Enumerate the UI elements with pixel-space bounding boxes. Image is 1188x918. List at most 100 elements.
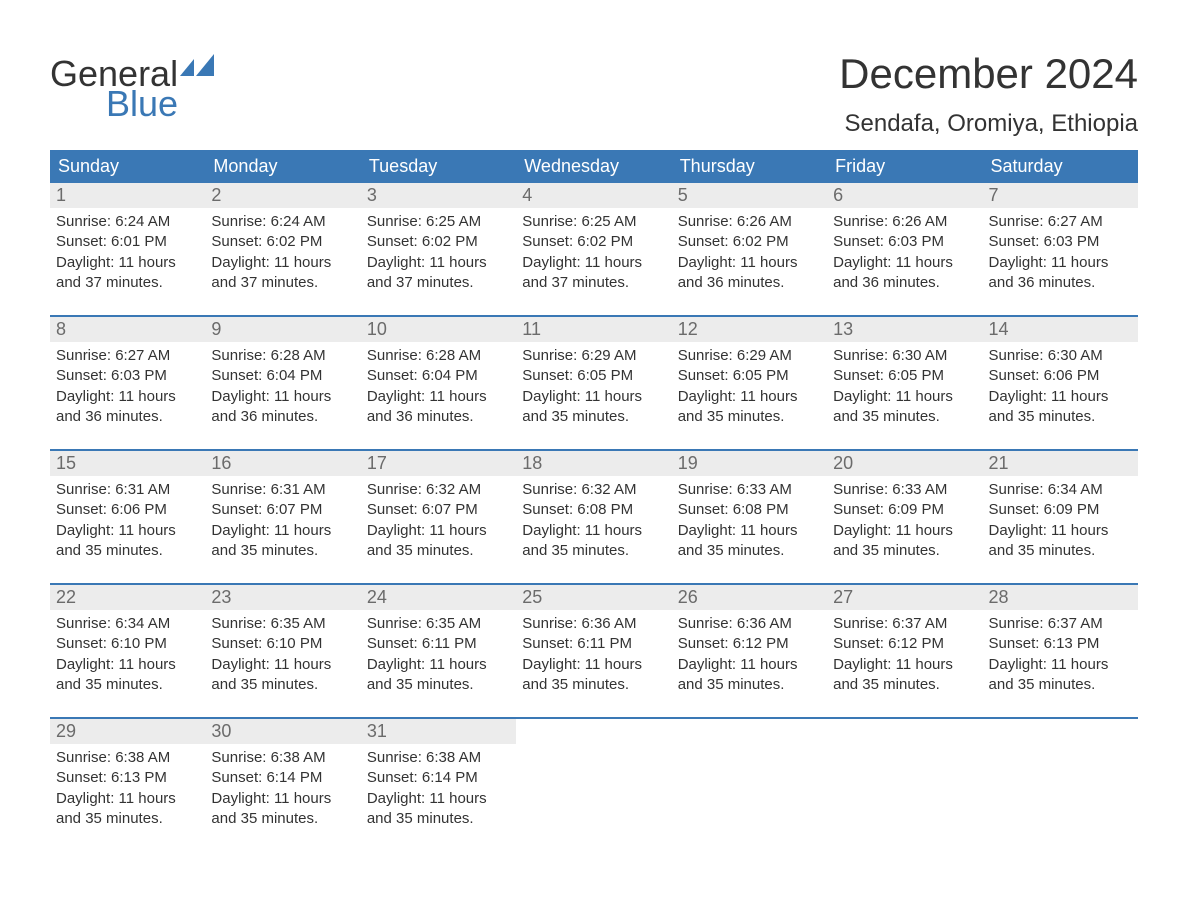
day-body: Sunrise: 6:36 AMSunset: 6:11 PMDaylight:…: [516, 614, 671, 695]
location: Sendafa, Oromiya, Ethiopia: [839, 110, 1138, 138]
sunset-line: Sunset: 6:10 PM: [56, 634, 199, 654]
day-body: Sunrise: 6:34 AMSunset: 6:10 PMDaylight:…: [50, 614, 205, 695]
day-body: Sunrise: 6:28 AMSunset: 6:04 PMDaylight:…: [205, 346, 360, 427]
daylight-line: Daylight: 11 hours and 36 minutes.: [678, 253, 821, 294]
day-cell: 4Sunrise: 6:25 AMSunset: 6:02 PMDaylight…: [516, 183, 671, 315]
daylight-line: Daylight: 11 hours and 37 minutes.: [367, 253, 510, 294]
day-cell: 24Sunrise: 6:35 AMSunset: 6:11 PMDayligh…: [361, 585, 516, 717]
sunset-line: Sunset: 6:11 PM: [367, 634, 510, 654]
week-row: 22Sunrise: 6:34 AMSunset: 6:10 PMDayligh…: [50, 583, 1138, 717]
daylight-line: Daylight: 11 hours and 35 minutes.: [833, 387, 976, 428]
sunset-line: Sunset: 6:12 PM: [833, 634, 976, 654]
day-body: Sunrise: 6:32 AMSunset: 6:07 PMDaylight:…: [361, 480, 516, 561]
month-title: December 2024: [839, 20, 1138, 98]
day-cell: [672, 719, 827, 851]
sunrise-line: Sunrise: 6:32 AM: [367, 480, 510, 500]
day-body: Sunrise: 6:35 AMSunset: 6:11 PMDaylight:…: [361, 614, 516, 695]
sunset-line: Sunset: 6:06 PM: [989, 366, 1132, 386]
day-body: Sunrise: 6:26 AMSunset: 6:03 PMDaylight:…: [827, 212, 982, 293]
sunrise-line: Sunrise: 6:36 AM: [522, 614, 665, 634]
sunset-line: Sunset: 6:07 PM: [211, 500, 354, 520]
sunrise-line: Sunrise: 6:25 AM: [522, 212, 665, 232]
day-number: 23: [205, 585, 360, 610]
daylight-line: Daylight: 11 hours and 35 minutes.: [211, 521, 354, 562]
daylight-line: Daylight: 11 hours and 36 minutes.: [367, 387, 510, 428]
daylight-line: Daylight: 11 hours and 37 minutes.: [56, 253, 199, 294]
day-body: Sunrise: 6:38 AMSunset: 6:13 PMDaylight:…: [50, 748, 205, 829]
day-cell: 15Sunrise: 6:31 AMSunset: 6:06 PMDayligh…: [50, 451, 205, 583]
day-cell: 8Sunrise: 6:27 AMSunset: 6:03 PMDaylight…: [50, 317, 205, 449]
day-number: 21: [983, 451, 1138, 476]
day-number: 4: [516, 183, 671, 208]
sunset-line: Sunset: 6:14 PM: [211, 768, 354, 788]
day-number: 7: [983, 183, 1138, 208]
daylight-line: Daylight: 11 hours and 35 minutes.: [678, 521, 821, 562]
sunset-line: Sunset: 6:05 PM: [678, 366, 821, 386]
sunset-line: Sunset: 6:09 PM: [989, 500, 1132, 520]
day-cell: 11Sunrise: 6:29 AMSunset: 6:05 PMDayligh…: [516, 317, 671, 449]
dow-friday: Friday: [827, 150, 982, 183]
day-number: 12: [672, 317, 827, 342]
day-body: Sunrise: 6:30 AMSunset: 6:06 PMDaylight:…: [983, 346, 1138, 427]
sunrise-line: Sunrise: 6:30 AM: [989, 346, 1132, 366]
sunset-line: Sunset: 6:13 PM: [56, 768, 199, 788]
daylight-line: Daylight: 11 hours and 36 minutes.: [833, 253, 976, 294]
sunset-line: Sunset: 6:03 PM: [833, 232, 976, 252]
day-cell: 21 Sunrise: 6:34 AMSunset: 6:09 PMDayligh…: [983, 451, 1138, 583]
sunrise-line: Sunrise: 6:33 AM: [833, 480, 976, 500]
sunrise-line: Sunrise: 6:25 AM: [367, 212, 510, 232]
day-body: Sunrise: 6:33 AMSunset: 6:09 PMDaylight:…: [827, 480, 982, 561]
day-number: 9: [205, 317, 360, 342]
day-body: Sunrise: 6:29 AMSunset: 6:05 PMDaylight:…: [672, 346, 827, 427]
sunrise-line: Sunrise: 6:24 AM: [211, 212, 354, 232]
day-body: Sunrise: 6:33 AMSunset: 6:08 PMDaylight:…: [672, 480, 827, 561]
sunrise-line: Sunrise: 6:29 AM: [522, 346, 665, 366]
sunrise-line: Sunrise: 6:26 AM: [678, 212, 821, 232]
day-cell: 25Sunrise: 6:36 AMSunset: 6:11 PMDayligh…: [516, 585, 671, 717]
day-number: 27: [827, 585, 982, 610]
day-body: Sunrise: 6:34 AMSunset: 6:09 PMDaylight:…: [983, 480, 1138, 561]
day-cell: 30 Sunrise: 6:38 AMSunset: 6:14 PMDayligh…: [205, 719, 360, 851]
day-cell: 6Sunrise: 6:26 AMSunset: 6:03 PMDaylight…: [827, 183, 982, 315]
day-number: 30: [205, 719, 360, 744]
sunset-line: Sunset: 6:05 PM: [522, 366, 665, 386]
sunrise-line: Sunrise: 6:31 AM: [211, 480, 354, 500]
daylight-line: Daylight: 11 hours and 35 minutes.: [989, 521, 1132, 562]
day-body: Sunrise: 6:24 AMSunset: 6:02 PMDaylight:…: [205, 212, 360, 293]
dow-header: Sunday Monday Tuesday Wednesday Thursday…: [50, 150, 1138, 183]
daylight-line: Daylight: 11 hours and 35 minutes.: [367, 655, 510, 696]
day-body: Sunrise: 6:37 AMSunset: 6:12 PMDaylight:…: [827, 614, 982, 695]
dow-wednesday: Wednesday: [516, 150, 671, 183]
day-number: 11: [516, 317, 671, 342]
sunset-line: Sunset: 6:05 PM: [833, 366, 976, 386]
dow-sunday: Sunday: [50, 150, 205, 183]
dow-monday: Monday: [205, 150, 360, 183]
day-cell: 20 Sunrise: 6:33 AMSunset: 6:09 PMDayligh…: [827, 451, 982, 583]
sunrise-line: Sunrise: 6:35 AM: [367, 614, 510, 634]
day-number: 28: [983, 585, 1138, 610]
sunrise-line: Sunrise: 6:28 AM: [211, 346, 354, 366]
day-number: 15: [50, 451, 205, 476]
day-cell: 10Sunrise: 6:28 AMSunset: 6:04 PMDayligh…: [361, 317, 516, 449]
day-body: Sunrise: 6:38 AMSunset: 6:14 PMDaylight:…: [361, 748, 516, 829]
day-cell: 19Sunrise: 6:33 AMSunset: 6:08 PMDayligh…: [672, 451, 827, 583]
day-body: Sunrise: 6:32 AMSunset: 6:08 PMDaylight:…: [516, 480, 671, 561]
daylight-line: Daylight: 11 hours and 35 minutes.: [522, 655, 665, 696]
sunset-line: Sunset: 6:07 PM: [367, 500, 510, 520]
day-body: Sunrise: 6:26 AMSunset: 6:02 PMDaylight:…: [672, 212, 827, 293]
day-body: Sunrise: 6:30 AMSunset: 6:05 PMDaylight:…: [827, 346, 982, 427]
day-cell: [983, 719, 1138, 851]
day-body: Sunrise: 6:38 AMSunset: 6:14 PMDaylight:…: [205, 748, 360, 829]
daylight-line: Daylight: 11 hours and 35 minutes.: [56, 521, 199, 562]
calendar: Sunday Monday Tuesday Wednesday Thursday…: [50, 150, 1138, 851]
logo: General Blue: [50, 20, 214, 122]
day-body: Sunrise: 6:27 AMSunset: 6:03 PMDaylight:…: [983, 212, 1138, 293]
daylight-line: Daylight: 11 hours and 37 minutes.: [522, 253, 665, 294]
day-number: 20: [827, 451, 982, 476]
daylight-line: Daylight: 11 hours and 36 minutes.: [56, 387, 199, 428]
sunset-line: Sunset: 6:13 PM: [989, 634, 1132, 654]
day-body: Sunrise: 6:25 AMSunset: 6:02 PMDaylight:…: [361, 212, 516, 293]
week-row: 8Sunrise: 6:27 AMSunset: 6:03 PMDaylight…: [50, 315, 1138, 449]
title-block: December 2024 Sendafa, Oromiya, Ethiopia: [839, 20, 1138, 146]
day-body: Sunrise: 6:28 AMSunset: 6:04 PMDaylight:…: [361, 346, 516, 427]
